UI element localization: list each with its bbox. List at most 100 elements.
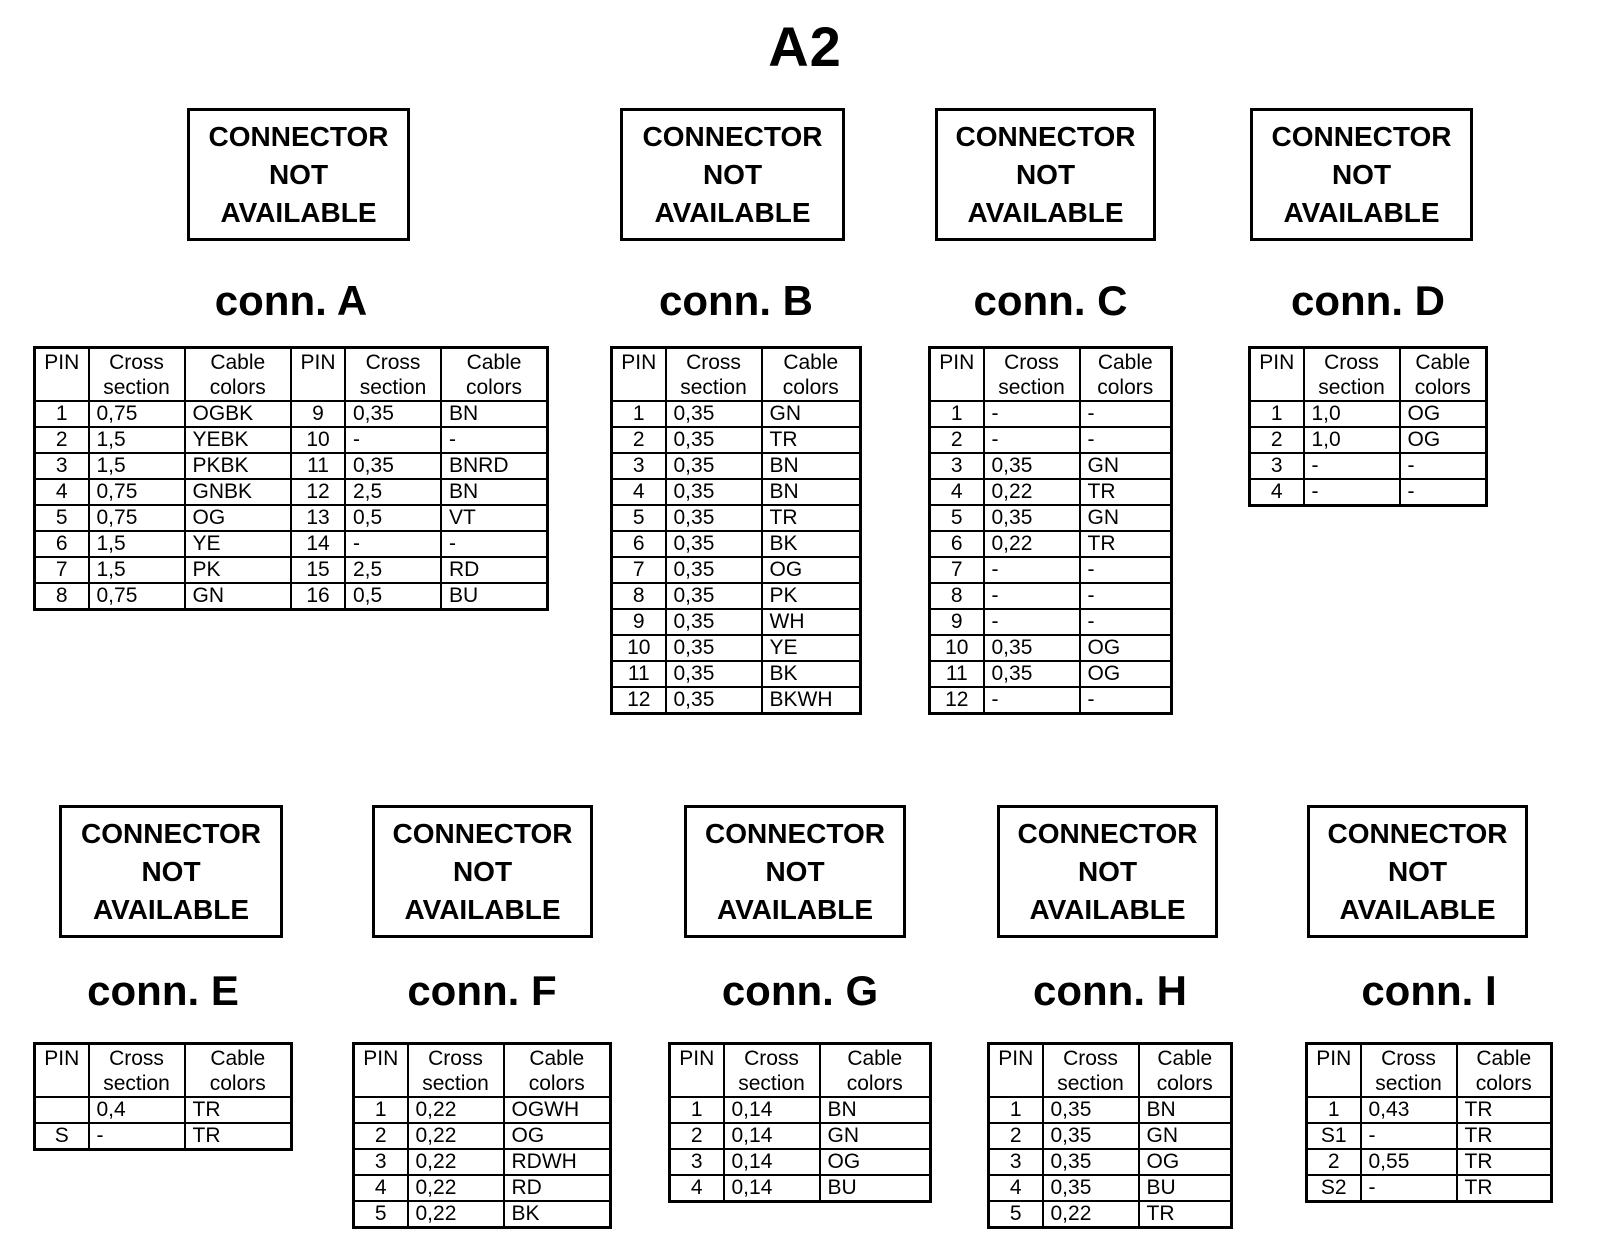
na-line: CONNECTOR xyxy=(392,817,573,849)
cable-color-cell: OG xyxy=(1398,426,1488,454)
pin-number-cell: 5 xyxy=(352,1200,409,1228)
cross-section-cell: - xyxy=(1302,478,1401,506)
column-header-colors: Cable colors xyxy=(1137,1042,1233,1098)
column-header-cross: Cross section xyxy=(1359,1042,1458,1098)
cable-color-cell: TR xyxy=(1455,1096,1553,1124)
cable-color-cell: GN xyxy=(183,582,292,610)
cable-color-cell: - xyxy=(1078,400,1173,428)
cable-color-cell: - xyxy=(1078,426,1173,454)
cable-color-cell: - xyxy=(1398,478,1488,506)
pin-number-cell: 9 xyxy=(290,400,346,428)
column-header-cross: Cross section xyxy=(406,1042,505,1098)
pin-number-cell: 7 xyxy=(33,556,90,584)
pin-table-i: PIN Cross section Cable colors 1 0,43 TR S1- TR 2 0… xyxy=(1305,1042,1553,1203)
pin-number-cell: 2 xyxy=(352,1122,409,1150)
cross-section-cell: 0,75 xyxy=(87,478,186,506)
cross-section-cell: 0,4 xyxy=(87,1096,186,1124)
header-row: PIN Cross section Cable colors xyxy=(610,346,862,402)
cable-color-cell: OG xyxy=(1137,1148,1233,1176)
cross-section-cell: 0,35 xyxy=(664,686,763,714)
pin-row: 6 1,5 YE 14- - xyxy=(33,530,549,558)
cross-section-cell: 0,5 xyxy=(344,582,442,610)
cable-color-cell: - xyxy=(1078,686,1173,714)
cross-section-cell: 0,5 xyxy=(344,504,442,532)
cross-section-cell: 0,35 xyxy=(664,400,763,428)
cross-section-cell: 0,35 xyxy=(1041,1174,1140,1202)
pin-row: 4-- xyxy=(1248,478,1488,506)
pin-number-cell: 15 xyxy=(290,556,346,584)
cross-section-cell: 0,22 xyxy=(982,530,1081,558)
cross-section-cell: 0,22 xyxy=(406,1174,505,1202)
cross-section-cell: 0,55 xyxy=(1359,1148,1458,1176)
column-header-cross: Cross section xyxy=(87,1042,186,1098)
pin-row: 5 0,75 OG 13 0,5 VT xyxy=(33,504,549,532)
pin-number-cell: 4 xyxy=(668,1174,725,1202)
pin-number-cell: 6 xyxy=(33,530,90,558)
cross-section-cell: 0,75 xyxy=(87,582,186,610)
column-header-pin: PIN xyxy=(352,1042,409,1098)
pin-table-h: PIN Cross section Cable colors 1 0,35 BN 2 0,35 GN… xyxy=(987,1042,1233,1229)
pin-row: 9-- xyxy=(928,608,1173,636)
cross-section-cell: 0,35 xyxy=(664,530,763,558)
connector-title-c: conn. C xyxy=(973,277,1128,324)
cable-color-cell: TR xyxy=(1078,530,1173,558)
cross-section-cell: 0,35 xyxy=(664,426,763,454)
cable-color-cell: GN xyxy=(1078,452,1173,480)
cross-section-cell: 0,35 xyxy=(1041,1148,1140,1176)
pin-row: 11 0,35 OG xyxy=(928,660,1173,688)
cable-color-cell: RD xyxy=(440,556,549,584)
cross-section-cell: 0,14 xyxy=(722,1174,821,1202)
pin-row: S - TR xyxy=(33,1122,293,1150)
cross-section-cell: 0,35 xyxy=(982,452,1081,480)
column-header-colors: Cable colors xyxy=(1398,346,1488,402)
cross-section-cell: 1,5 xyxy=(87,426,186,454)
pin-number-cell: 1 xyxy=(928,400,985,428)
cross-section-cell: - xyxy=(982,400,1081,428)
connector-not-available-box: CONNECTOR NOT AVAILABLE xyxy=(997,805,1218,938)
pin-row: 1 0,43 TR xyxy=(1305,1096,1553,1124)
cable-color-cell: BU xyxy=(1137,1174,1233,1202)
na-line: NOT xyxy=(452,855,513,887)
na-line: NOT xyxy=(765,855,825,887)
cable-color-cell: BN xyxy=(440,400,549,428)
pin-number-cell: 6 xyxy=(610,530,667,558)
cross-section-cell: - xyxy=(1359,1174,1458,1202)
pin-number-cell: 3 xyxy=(668,1148,725,1176)
cross-section-cell: 0,35 xyxy=(664,478,763,506)
cross-section-cell: 0,22 xyxy=(406,1148,505,1176)
na-line: AVAILABLE xyxy=(716,893,874,925)
pin-row: 3-- xyxy=(1248,452,1488,480)
pin-table-c: PIN Cross section Cable colors 1- -2- -3 0,35 GN 4… xyxy=(928,346,1173,715)
column-header-pin: PIN xyxy=(33,1042,90,1098)
pin-number-cell: 4 xyxy=(987,1174,1044,1202)
na-line: NOT xyxy=(268,158,329,190)
cable-color-cell: - xyxy=(1398,452,1488,480)
na-line: AVAILABLE xyxy=(220,196,377,228)
pin-number-cell: 2 xyxy=(1305,1148,1362,1176)
cross-section-cell: 0,75 xyxy=(87,504,186,532)
pin-number-cell: 3 xyxy=(610,452,667,480)
pin-row: 1 0,22 OGWH xyxy=(352,1096,612,1124)
cable-color-cell: GN xyxy=(1078,504,1173,532)
cable-color-cell: GN xyxy=(1137,1122,1233,1150)
cross-section-cell: - xyxy=(982,426,1081,454)
pin-number-cell: 9 xyxy=(928,608,985,636)
pin-row: 3 0,22 RDWH xyxy=(352,1148,612,1176)
pin-row: 4 0,22 RD xyxy=(352,1174,612,1202)
cable-color-cell: - xyxy=(1078,556,1173,584)
pin-row: 0,4 TR xyxy=(33,1096,293,1124)
pin-row: 5 0,35 TR xyxy=(610,504,862,532)
cross-section-cell: - xyxy=(982,582,1081,610)
na-line: NOT xyxy=(141,855,201,887)
cable-color-cell: TR xyxy=(1078,478,1173,506)
cross-section-cell: 0,35 xyxy=(664,608,763,636)
pin-row: 2 1,5 YEBK 10- - xyxy=(33,426,549,454)
pin-row: 2 1,0 OG xyxy=(1248,426,1488,454)
pin-number-cell: 1 xyxy=(33,400,90,428)
cross-section-cell: 1,0 xyxy=(1302,400,1401,428)
pin-row: 10 0,35 OG xyxy=(928,634,1173,662)
pin-row: 4 0,35 BU xyxy=(987,1174,1233,1202)
cross-section-cell: 0,35 xyxy=(982,660,1081,688)
pin-number-cell: 3 xyxy=(1248,452,1305,480)
pin-number-cell: S2 xyxy=(1305,1174,1362,1202)
